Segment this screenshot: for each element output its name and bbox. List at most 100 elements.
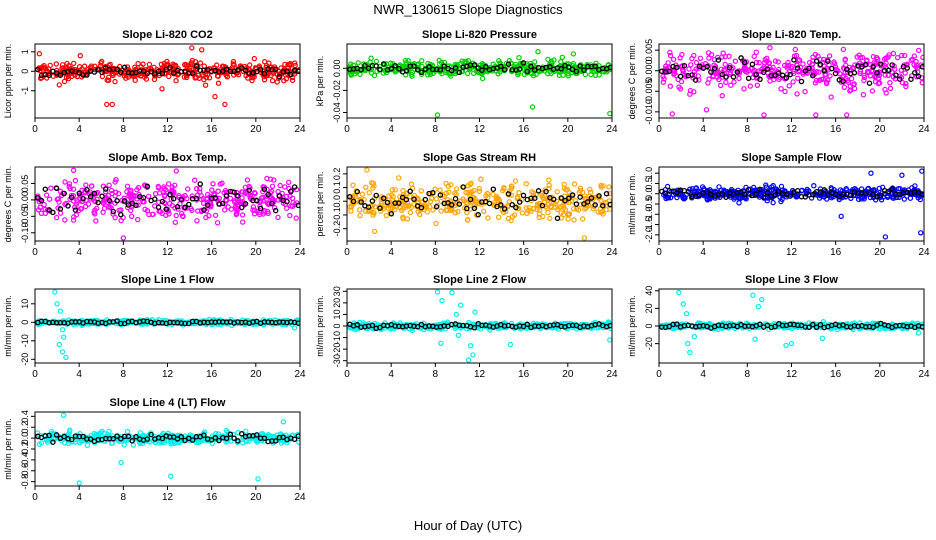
reference-point xyxy=(235,193,241,199)
reference-point xyxy=(520,192,527,199)
data-point xyxy=(503,208,509,215)
data-point xyxy=(130,442,136,448)
outlier-point xyxy=(899,172,905,178)
data-point xyxy=(400,191,407,198)
x-tick-label: 12 xyxy=(162,369,174,380)
outlier-point xyxy=(434,289,441,295)
x-tick-label: 8 xyxy=(121,492,127,503)
data-point xyxy=(754,82,761,89)
data-point xyxy=(146,211,152,218)
reference-point xyxy=(280,434,286,441)
data-point xyxy=(919,80,924,86)
data-point xyxy=(134,186,140,193)
x-tick-label: 0 xyxy=(32,124,38,135)
data-point xyxy=(112,214,118,221)
reference-point xyxy=(167,191,173,198)
reference-point xyxy=(505,61,512,67)
reference-point xyxy=(95,199,101,206)
y-tick-label: 0.005 xyxy=(644,39,654,62)
data-point xyxy=(194,218,200,224)
x-tick-label: 20 xyxy=(874,247,886,258)
data-point xyxy=(76,439,83,446)
reference-point xyxy=(106,197,113,204)
reference-point xyxy=(723,74,729,80)
reference-point xyxy=(231,435,237,441)
data-point xyxy=(827,73,833,79)
reference-point xyxy=(723,194,729,200)
outlier-point xyxy=(919,168,924,174)
data-point xyxy=(764,55,770,62)
data-point xyxy=(671,71,677,77)
outlier-point xyxy=(198,47,205,53)
reference-point xyxy=(38,197,45,204)
outlier-point xyxy=(683,311,690,317)
reference-point xyxy=(787,71,793,78)
reference-point xyxy=(825,58,831,64)
data-point xyxy=(293,215,299,221)
reference-point xyxy=(870,191,876,198)
y-tick-label: 0.05 xyxy=(20,175,30,193)
data-point xyxy=(202,82,209,88)
data-point xyxy=(219,180,225,186)
reference-point xyxy=(726,64,733,71)
data-point xyxy=(455,208,461,215)
data-point xyxy=(289,77,296,84)
reference-point xyxy=(65,203,71,209)
data-point xyxy=(786,83,793,89)
data-point xyxy=(371,72,378,79)
data-point xyxy=(794,91,800,97)
data-point xyxy=(155,183,161,190)
data-point xyxy=(476,188,482,195)
y-tick-label: 0 xyxy=(20,69,30,74)
reference-point xyxy=(46,72,52,79)
data-point xyxy=(159,210,165,217)
data-point xyxy=(43,192,50,198)
outlier-point xyxy=(755,303,762,310)
data-point xyxy=(722,61,728,68)
data-point xyxy=(96,431,102,437)
data-point xyxy=(275,214,281,221)
data-point xyxy=(407,209,414,216)
y-tick-label: -20 xyxy=(644,337,654,350)
data-point xyxy=(112,78,118,85)
reference-point xyxy=(261,435,268,441)
y-tick-label: -0.2 xyxy=(20,441,30,457)
data-point xyxy=(571,181,578,187)
reference-point xyxy=(140,68,147,74)
data-point xyxy=(719,92,725,99)
data-point xyxy=(418,188,424,194)
reference-point xyxy=(288,188,294,195)
data-point xyxy=(357,212,363,219)
data-point xyxy=(355,60,361,66)
data-point xyxy=(46,196,53,202)
data-point xyxy=(62,179,68,185)
data-points xyxy=(347,289,612,363)
data-point xyxy=(124,188,130,195)
outlier-point xyxy=(680,301,687,307)
reference-point xyxy=(475,65,481,71)
data-point xyxy=(191,177,198,183)
data-point xyxy=(265,432,271,438)
data-point xyxy=(697,55,704,62)
reference-point xyxy=(730,74,737,80)
data-point xyxy=(247,192,253,198)
x-tick-label: 0 xyxy=(344,369,350,380)
data-point xyxy=(165,181,172,187)
panel-title: Slope Line 4 (LT) Flow xyxy=(110,397,226,409)
data-point xyxy=(363,184,369,190)
data-point xyxy=(215,431,222,437)
reference-point xyxy=(719,71,725,78)
reference-point xyxy=(186,201,192,208)
data-point xyxy=(124,183,131,189)
data-point xyxy=(203,214,209,221)
outlier-point xyxy=(761,112,767,118)
reference-point xyxy=(46,207,52,213)
reference-point xyxy=(448,67,455,74)
reference-point xyxy=(878,61,884,67)
reference-point xyxy=(524,68,531,75)
data-point xyxy=(516,189,522,196)
reference-point xyxy=(674,64,680,71)
reference-point xyxy=(836,194,843,200)
reference-point xyxy=(692,77,699,83)
outlier-point xyxy=(607,110,612,117)
